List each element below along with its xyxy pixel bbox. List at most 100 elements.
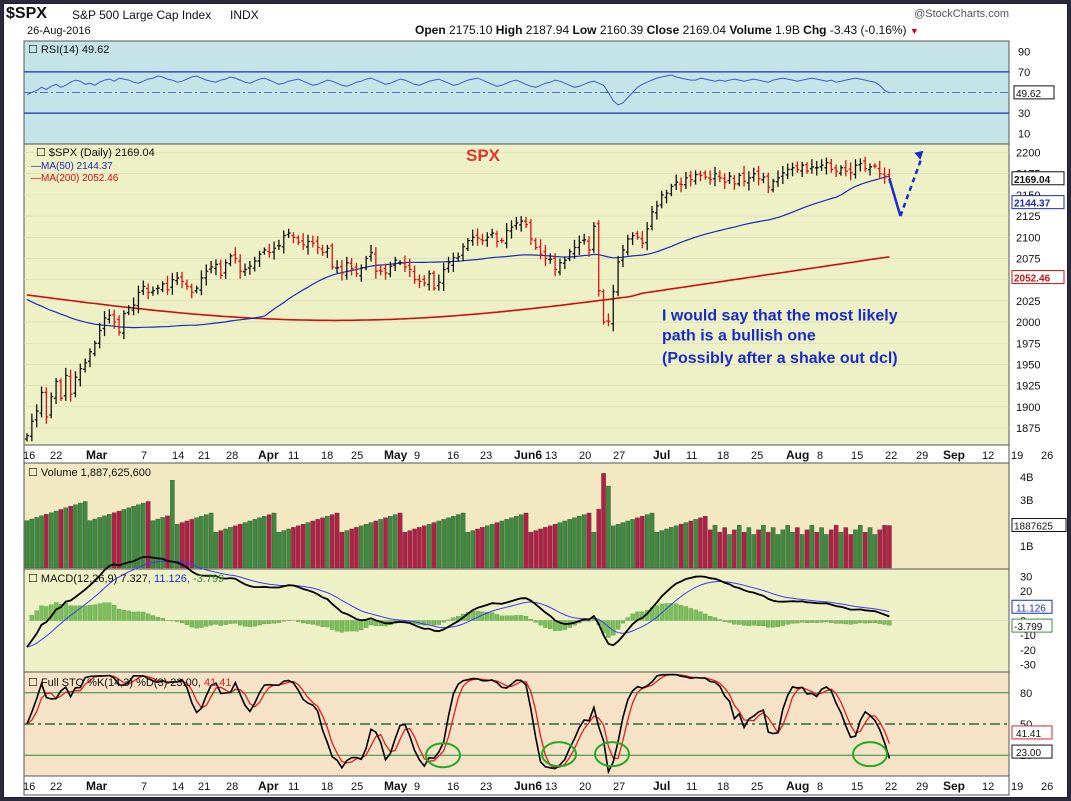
- price-bar: [519, 216, 524, 232]
- macd-histogram-bar: [39, 605, 44, 621]
- macd-histogram-bar: [194, 620, 199, 629]
- price-bar: [746, 171, 751, 191]
- price-bar: [373, 247, 378, 279]
- volume-bar: [218, 530, 224, 569]
- macd-histogram-bar: [233, 620, 238, 624]
- macd-signal-badge-box: [1011, 599, 1053, 614]
- price-bar: [243, 263, 248, 276]
- macd-histogram-bar: [770, 620, 776, 628]
- price-bar: [228, 253, 233, 267]
- price-bar: [630, 232, 635, 245]
- volume-bar: [577, 516, 582, 569]
- macd-histogram-bar: [867, 620, 873, 624]
- price-bar: [238, 254, 243, 279]
- last-close-badge-box: [1011, 171, 1065, 186]
- x-tick-label: 15: [851, 781, 863, 793]
- volume-bar: [533, 530, 538, 569]
- rsi-title: ☐ RSI(14) 49.62: [28, 44, 109, 56]
- price-bar: [344, 256, 349, 280]
- volume-bar: [833, 525, 839, 569]
- macd-histogram-bar: [838, 620, 844, 624]
- macd-tick-label: -20: [1020, 645, 1036, 657]
- price-bar: [708, 170, 713, 185]
- volume-bar: [63, 507, 69, 569]
- macd-histogram-bar: [238, 620, 243, 626]
- x-tick-label: 8: [817, 781, 823, 793]
- volume-bar: [664, 528, 669, 569]
- rsi-tick-label: 70: [1018, 67, 1030, 79]
- macd-histogram-bar: [741, 620, 747, 626]
- price-bar: [601, 289, 606, 325]
- price-bar: [834, 164, 839, 178]
- x-tick-label: 22: [50, 781, 62, 793]
- macd-histogram-bar: [155, 616, 160, 621]
- price-bar: [146, 283, 151, 300]
- volume-bar: [741, 531, 747, 569]
- price-bar: [422, 275, 427, 287]
- exchange: INDX: [230, 8, 259, 22]
- volume-bar: [271, 512, 277, 569]
- price-tick-label: 1875: [1016, 423, 1040, 435]
- price-bar: [257, 250, 262, 267]
- macd-histogram-bar: [339, 620, 345, 633]
- macd-histogram-bar: [320, 620, 325, 627]
- price-bar: [359, 264, 364, 282]
- macd-histogram-bar: [882, 620, 887, 625]
- price-bar: [557, 258, 562, 276]
- macd-histogram-bar: [150, 615, 156, 621]
- macd-hist-badge: -3.799: [1014, 622, 1043, 633]
- price-bar: [68, 369, 73, 402]
- volume-bar: [194, 517, 199, 569]
- volume-badge-box: [1011, 518, 1067, 533]
- volume-bar: [640, 516, 645, 569]
- price-bar: [354, 262, 359, 278]
- macd-histogram-bar: [359, 620, 364, 631]
- price-bar: [451, 252, 456, 273]
- high-label: High: [495, 23, 523, 37]
- x-tick-label: Apr: [258, 448, 279, 462]
- macd-histogram-bar: [92, 604, 97, 621]
- volume-bar: [78, 502, 83, 569]
- volume-bar: [141, 502, 146, 569]
- macd-histogram-bar: [853, 620, 858, 624]
- volume-bar: [528, 531, 534, 569]
- price-bar: [412, 265, 417, 284]
- x-tick-label: 9: [414, 781, 420, 793]
- macd-histogram-bar: [29, 615, 34, 621]
- sto-low-circle-icon: [852, 741, 888, 768]
- x-tick-label: 28: [226, 781, 238, 793]
- open-value: 2175.10: [449, 23, 493, 37]
- price-bar: [717, 170, 722, 183]
- macd-histogram-bar: [334, 620, 340, 632]
- price-tick-label: 2025: [1016, 296, 1040, 308]
- volume-bar: [712, 525, 718, 569]
- macd-histogram-bar: [315, 620, 320, 626]
- price-bar: [339, 259, 344, 281]
- volume-bar: [499, 520, 505, 569]
- x-tick-label: 16: [23, 450, 35, 462]
- price-bar: [669, 183, 674, 197]
- macd-histogram-bar: [804, 620, 810, 623]
- volume-bar: [596, 508, 601, 569]
- price-bar: [199, 270, 204, 296]
- chg-label: Chg: [803, 23, 827, 37]
- macd-histogram-bar: [756, 620, 761, 626]
- macd-histogram-bar: [223, 620, 228, 625]
- price-bar: [596, 220, 601, 297]
- volume-bar: [107, 514, 112, 569]
- macd-histogram-bar: [698, 611, 703, 621]
- volume-bar: [838, 531, 844, 569]
- volume-bar: [591, 531, 597, 569]
- price-bar: [180, 271, 185, 289]
- macd-histogram-bar: [107, 602, 112, 621]
- price-bar: [659, 190, 664, 209]
- volume-bar: [383, 517, 388, 569]
- volume-bar: [242, 522, 248, 569]
- macd-histogram-bar: [620, 620, 626, 624]
- volume-bar: [24, 520, 30, 569]
- volume-bar: [441, 519, 446, 569]
- price-bar: [155, 284, 160, 295]
- price-bar: [591, 222, 596, 253]
- volume-bar: [291, 527, 296, 569]
- macd-histogram-bar: [184, 620, 190, 625]
